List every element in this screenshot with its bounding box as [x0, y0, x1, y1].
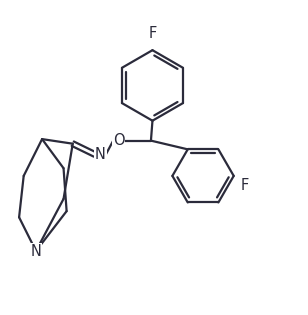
Text: N: N [30, 243, 41, 259]
Text: F: F [148, 26, 156, 41]
Text: O: O [113, 133, 124, 148]
Text: F: F [241, 178, 249, 192]
Text: N: N [95, 147, 106, 162]
